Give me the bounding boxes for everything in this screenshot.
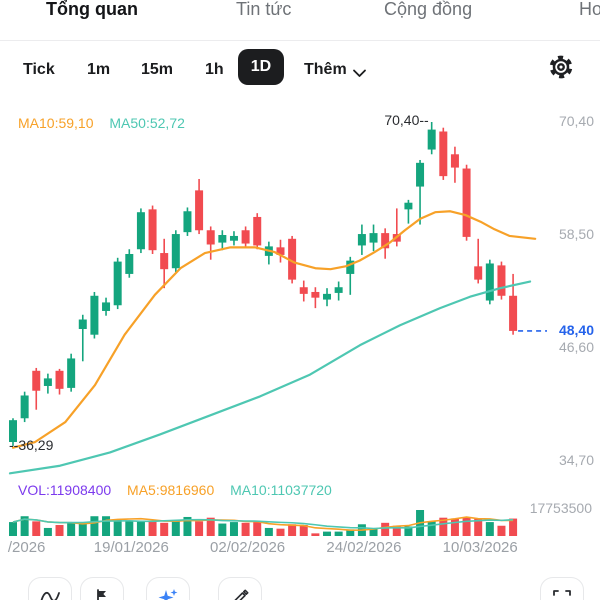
pen-icon <box>228 586 252 600</box>
timeframe-tick[interactable]: Tick <box>23 61 55 78</box>
low-price-annotation: --36,29 <box>9 436 54 453</box>
timeframe-toolbar: Tick 1m 15m 1h 1D Thêm <box>0 41 600 99</box>
volume-ma5-value: MA5:9816960 <box>127 482 215 498</box>
volume-value: VOL:11908400 <box>18 482 112 498</box>
timeframe-1m[interactable]: 1m <box>87 61 111 78</box>
x-axis-date: /2026 <box>7 539 46 556</box>
more-timeframes-button[interactable]: Thêm <box>304 61 347 78</box>
fullscreen-icon <box>550 586 574 600</box>
x-axis-date: 19/01/2026 <box>93 539 169 556</box>
flag-icon <box>90 586 114 600</box>
timeframe-1d-active[interactable]: 1D <box>238 49 284 85</box>
volume-ma10-value: MA10:11037720 <box>230 482 332 498</box>
ma50-legend-value: MA50:52,72 <box>109 115 185 131</box>
x-axis-date: 02/02/2026 <box>210 539 286 556</box>
y-axis-tick: 70,40 <box>558 113 594 129</box>
timeframe-15m[interactable]: 15m <box>141 61 174 78</box>
tab-cong-dong[interactable]: Cộng đồng <box>384 0 473 19</box>
flag-marker-button[interactable] <box>80 577 124 600</box>
tab-tong-quan[interactable]: Tổng quan <box>46 0 138 19</box>
y-axis-tick: 46,60 <box>558 339 594 355</box>
indicators-button[interactable] <box>28 577 72 600</box>
volume-axis-max: 17753500 <box>529 500 592 516</box>
timeframe-1h[interactable]: 1h <box>205 61 224 78</box>
draw-button[interactable] <box>218 577 262 600</box>
ai-assistant-button[interactable] <box>146 577 190 600</box>
y-axis-tick: 34,70 <box>558 452 594 468</box>
volume-legend: VOL:11908400 MA5:9816960 MA10:11037720 <box>18 482 344 498</box>
ma10-legend-value: MA10:59,10 <box>18 115 94 131</box>
fullscreen-button[interactable] <box>540 577 584 600</box>
sparkle-icon <box>156 586 180 600</box>
gear-icon[interactable] <box>546 52 578 84</box>
top-tab-bar: Tổng quan Tin tức Cộng đồng Ho <box>0 0 600 38</box>
y-axis-tick: 58,50 <box>558 226 594 242</box>
price-ma-legend: MA10:59,10 MA50:52,72 <box>18 115 197 131</box>
tab-ho-cutoff[interactable]: Ho <box>579 0 600 19</box>
indicator-curve-icon <box>38 586 62 600</box>
tab-divider <box>0 40 600 41</box>
current-price-label: 48,40 <box>558 321 594 338</box>
x-axis-date: 24/02/2026 <box>326 539 402 556</box>
x-axis-date: 10/03/2026 <box>442 539 518 556</box>
tab-tin-tuc[interactable]: Tin tức <box>236 0 292 19</box>
high-price-annotation: 70,40-- <box>384 112 429 128</box>
chevron-down-icon <box>352 65 367 83</box>
